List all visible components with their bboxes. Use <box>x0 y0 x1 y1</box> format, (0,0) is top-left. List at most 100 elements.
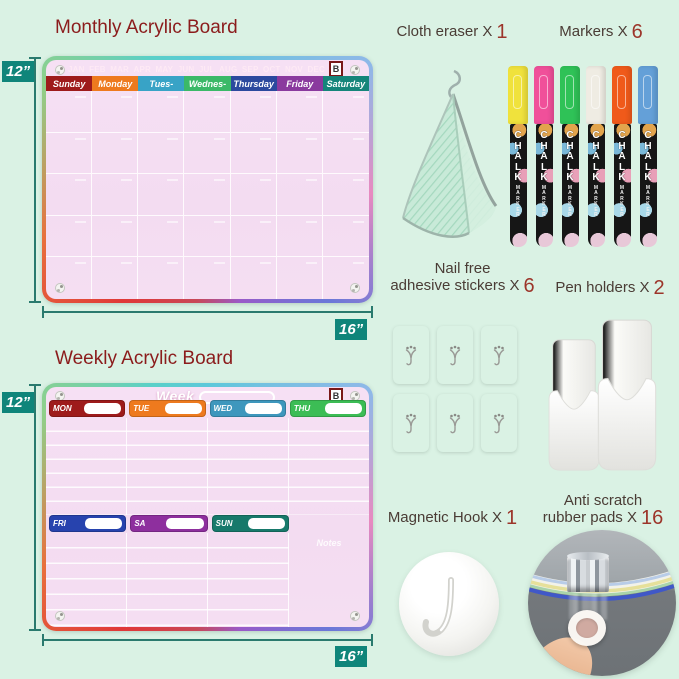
notes-column: Notes <box>289 533 369 627</box>
hook-icon <box>405 413 417 434</box>
brand-letter: H <box>618 140 626 152</box>
sub-letter: K <box>568 201 572 207</box>
markers-count: 6 <box>631 21 643 43</box>
calendar-cell <box>92 257 139 299</box>
rubber-pads-label-line2: rubber pads X 16 <box>532 508 674 528</box>
weekly-width-label: 16” <box>335 646 368 667</box>
stickers-count: 6 <box>523 275 535 297</box>
magnetic-hook-label-text: Magnetic Hook X <box>387 509 503 526</box>
calendar-cell <box>230 174 277 216</box>
adhesive-sticker <box>393 394 429 452</box>
calendar-cell <box>138 174 185 216</box>
week-day-label: MON <box>53 404 72 413</box>
sub-letter: E <box>620 206 624 213</box>
month-label: MAR <box>110 64 130 74</box>
pen-holders-count: 2 <box>653 277 665 299</box>
sub-letter: R <box>594 212 598 218</box>
sub-letter: K <box>620 201 624 207</box>
brand-letter: H <box>592 140 600 152</box>
brand-letter: K <box>566 172 574 183</box>
sub-letter: K <box>646 201 650 207</box>
adhesive-sticker <box>437 326 473 384</box>
brand-letter: K <box>644 172 652 183</box>
weekly-top-headers: MON TUE WED THU <box>49 400 366 417</box>
sub-letter: A <box>542 190 546 196</box>
marker-cap <box>612 66 632 124</box>
sub-letter: M <box>567 184 573 191</box>
hook-icon <box>405 345 417 366</box>
calendar-cell <box>46 91 93 133</box>
screw-icon <box>55 283 65 293</box>
weekly-height-dimension-line <box>29 384 41 631</box>
calendar-cell <box>138 91 185 133</box>
calendar-cell <box>230 91 277 133</box>
brand-letter: H <box>514 140 522 152</box>
monthly-acrylic-board: B JAN FEB MAR APR MAY JUN JUL AUG SEP OCT NOV DEC S… <box>42 56 373 303</box>
month-label: APR <box>133 64 152 74</box>
magnetic-hook-count: 1 <box>506 507 518 529</box>
week-day-write-in-pill <box>164 403 202 414</box>
brand-letter: H <box>644 140 652 152</box>
month-label: JAN <box>68 64 85 74</box>
sub-letter: A <box>646 190 650 196</box>
week-day-header: SA <box>130 515 208 532</box>
calendar-cell <box>322 174 369 216</box>
sub-letter: R <box>568 212 572 218</box>
sub-letter: E <box>646 206 650 213</box>
magnet-stack-image <box>567 552 609 592</box>
week-day-header: MON <box>49 400 126 417</box>
rubber-pads-label: Anti scratch rubber pads X 16 <box>532 492 674 528</box>
monthly-section-title: Monthly Acrylic Board <box>55 17 238 38</box>
day-header: Friday <box>276 76 323 91</box>
calendar-cell <box>184 174 231 216</box>
brand-letter: K <box>618 172 626 183</box>
adhesive-sticker <box>393 326 429 384</box>
sub-letter: R <box>542 212 546 218</box>
calendar-cell <box>231 257 277 299</box>
hook-icon <box>449 345 461 366</box>
calendar-cell <box>276 215 323 258</box>
calendar-cell <box>184 215 231 258</box>
calendar-cell <box>322 216 369 258</box>
calendar-cell <box>46 215 93 258</box>
hook-icon <box>449 413 461 434</box>
week-column <box>127 418 208 515</box>
sub-letter: E <box>594 206 598 213</box>
brand-letter: K <box>540 172 548 183</box>
sub-letter: A <box>516 190 520 196</box>
screw-icon <box>350 283 360 293</box>
brand-letter: L <box>644 161 652 173</box>
week-day-header: TUE <box>129 400 206 417</box>
calendar-cell <box>92 215 139 258</box>
stickers-label-line1: Nail free <box>434 260 491 277</box>
brand-letter: H <box>540 140 548 152</box>
sub-letter: E <box>542 206 546 213</box>
rubber-pads-photo <box>528 530 676 676</box>
sub-letter: R <box>620 195 624 202</box>
calendar-cell <box>323 257 369 299</box>
week-column <box>208 533 289 627</box>
hook-icon <box>493 345 505 366</box>
sub-letter: R <box>516 195 520 202</box>
brand-letter: C <box>618 130 626 141</box>
calendar-cell <box>92 174 139 216</box>
brand-letter: A <box>566 151 574 162</box>
cloth-eraser-image <box>402 69 498 238</box>
month-label: MAY <box>155 64 174 74</box>
brand-letter: H <box>566 140 574 152</box>
calendar-cell <box>92 132 139 175</box>
week-column <box>46 533 127 627</box>
weekly-bottom-headers: FRI SA SUN <box>49 515 289 532</box>
sub-letter: R <box>646 195 650 202</box>
day-header: Wednes- <box>184 76 231 91</box>
week-day-write-in-pill <box>325 403 362 414</box>
